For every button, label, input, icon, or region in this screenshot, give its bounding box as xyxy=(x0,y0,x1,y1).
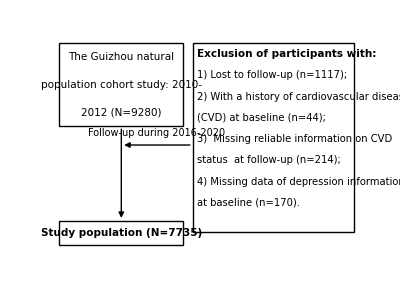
Text: Follow-up during 2016-2020: Follow-up during 2016-2020 xyxy=(88,129,226,139)
Bar xyxy=(59,221,183,245)
Text: (CVD) at baseline (n=44);: (CVD) at baseline (n=44); xyxy=(197,113,326,123)
Text: status  at follow-up (n=214);: status at follow-up (n=214); xyxy=(197,155,341,165)
Text: The Guizhou natural

population cohort study: 2010-

2012 (N=9280): The Guizhou natural population cohort st… xyxy=(41,52,202,118)
Bar xyxy=(59,43,183,126)
Text: 2) With a history of cardiovascular disease: 2) With a history of cardiovascular dise… xyxy=(197,91,400,101)
Text: 4) Missing data of depression information: 4) Missing data of depression informatio… xyxy=(197,177,400,187)
Text: at baseline (n=170).: at baseline (n=170). xyxy=(197,198,300,208)
Text: 3)  Missing reliable information on CVD: 3) Missing reliable information on CVD xyxy=(197,134,392,144)
Text: Exclusion of participants with:: Exclusion of participants with: xyxy=(197,49,377,59)
Text: 1) Lost to follow-up (n=1117);: 1) Lost to follow-up (n=1117); xyxy=(197,70,347,80)
Bar xyxy=(193,43,354,232)
Text: Study population (N=7735): Study population (N=7735) xyxy=(41,228,202,238)
